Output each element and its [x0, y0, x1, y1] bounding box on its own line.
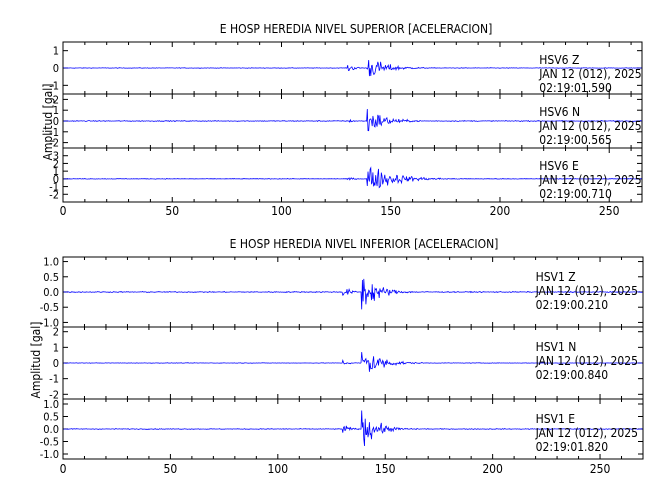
station-label: HSV1 N [536, 340, 577, 354]
y-tick-label: -1.0 [40, 448, 59, 461]
y-tick-label: 0 [53, 62, 59, 75]
station-label: HSV6 N [539, 105, 580, 119]
seismic-trace [63, 352, 643, 372]
seismic-trace [63, 278, 643, 310]
record-date: JAN 12 (012), 2025 [538, 119, 641, 133]
x-tick-label: 0 [60, 204, 67, 218]
record-date: JAN 12 (012), 2025 [538, 173, 641, 187]
y-tick-label: 3 [53, 150, 59, 163]
x-tick-label: 200 [490, 204, 511, 218]
y-tick-label: -2 [49, 188, 59, 201]
chart-nivel-inferior: E HOSP HEREDIA NIVEL INFERIOR [ACELERACI… [29, 237, 644, 476]
y-tick-label: 1 [53, 104, 59, 117]
y-axis-label: Amplitud [gal] [29, 321, 43, 398]
y-axis-label: Amplitud [gal] [41, 83, 55, 160]
y-tick-label: -1 [49, 373, 59, 386]
record-time: 02:19:00.710 [539, 187, 612, 201]
y-tick-label: -1 [49, 126, 59, 139]
y-tick-label: 0 [53, 115, 59, 128]
y-tick-label: 1.0 [43, 256, 59, 269]
y-tick-label: 0.5 [43, 271, 59, 284]
chart-title: E HOSP HEREDIA NIVEL SUPERIOR [ACELERACI… [220, 22, 493, 36]
record-time: 02:19:01.590 [539, 81, 612, 95]
x-tick-label: 0 [60, 462, 67, 476]
x-tick-label: 50 [165, 204, 179, 218]
seismic-trace [63, 410, 643, 447]
record-time: 02:19:00.565 [539, 133, 612, 147]
record-date: JAN 12 (012), 2025 [535, 426, 638, 440]
y-tick-label: -0.5 [40, 436, 59, 449]
x-tick-label: 250 [599, 204, 620, 218]
seismic-trace [63, 166, 642, 189]
y-tick-label: 1 [53, 341, 59, 354]
y-tick-label: 1.0 [43, 398, 59, 411]
y-tick-label: 0 [53, 357, 59, 370]
record-date: JAN 12 (012), 2025 [535, 284, 638, 298]
y-tick-label: 0.0 [43, 423, 59, 436]
y-tick-label: -2 [49, 137, 59, 150]
y-tick-label: 2 [53, 326, 59, 339]
seismic-trace [63, 60, 642, 77]
y-tick-label: 2 [53, 93, 59, 106]
station-label: HSV6 E [539, 159, 579, 173]
chart-title: E HOSP HEREDIA NIVEL INFERIOR [ACELERACI… [230, 237, 499, 251]
record-time: 02:19:00.840 [536, 368, 609, 382]
x-tick-label: 200 [482, 462, 503, 476]
y-tick-label: 0.5 [43, 411, 59, 424]
record-time: 02:19:01.820 [536, 440, 609, 454]
x-tick-label: 150 [380, 204, 401, 218]
seismic-trace [63, 108, 642, 132]
y-tick-label: 1 [53, 45, 59, 58]
y-tick-label: -0.5 [40, 301, 59, 314]
record-date: JAN 12 (012), 2025 [538, 67, 641, 81]
record-time: 02:19:00.210 [536, 298, 609, 312]
record-date: JAN 12 (012), 2025 [535, 354, 638, 368]
x-tick-label: 100 [271, 204, 292, 218]
x-tick-label: 150 [375, 462, 396, 476]
x-tick-label: 50 [164, 462, 178, 476]
y-tick-label: -1 [49, 79, 59, 92]
y-tick-label: 1 [53, 165, 59, 178]
y-tick-label: -1 [49, 181, 59, 194]
station-label: HSV1 E [536, 412, 576, 426]
station-label: HSV1 Z [536, 270, 576, 284]
y-tick-label: -2 [49, 388, 59, 401]
panel-frame [62, 147, 643, 203]
station-label: HSV6 Z [539, 53, 579, 67]
y-tick-label: 0 [53, 173, 59, 186]
x-tick-label: 100 [268, 462, 289, 476]
y-tick-label: 0.0 [43, 286, 59, 299]
x-tick-label: 250 [590, 462, 611, 476]
chart-nivel-superior: E HOSP HEREDIA NIVEL SUPERIOR [ACELERACI… [41, 22, 643, 218]
y-tick-label: 2 [53, 157, 59, 170]
y-tick-label: -1.0 [40, 316, 59, 329]
